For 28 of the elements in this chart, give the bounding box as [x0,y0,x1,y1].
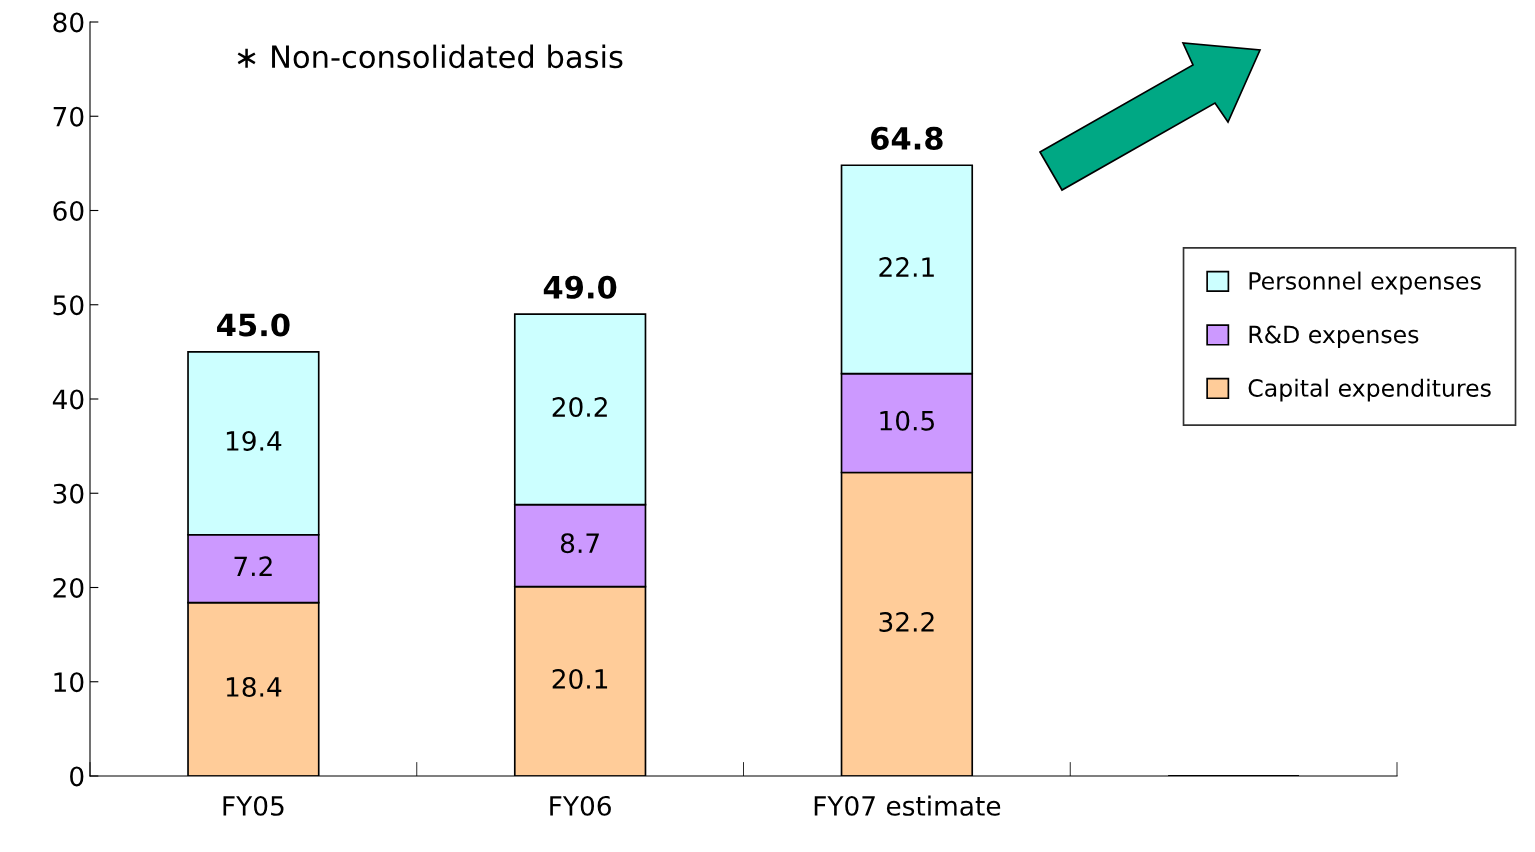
x-tick-label: FY07 estimate [814,795,1001,816]
y-tick-label: 40 [52,389,84,410]
total-label: 45.0 [217,313,290,337]
y-tick-label: 80 [53,12,84,33]
y-tick-label: 10 [54,672,84,693]
data-label: 20.1 [552,668,608,689]
data-label: 7.2 [234,556,272,576]
legend-label: Capital expenditures [1248,378,1491,402]
x-tick-label: FY06 [550,795,611,816]
data-label: 22.1 [879,257,934,277]
y-tick-label: 0 [70,766,84,787]
data-label: 19.4 [226,430,282,451]
total-label: 49.0 [543,275,617,299]
total-label: 64.8 [871,126,943,150]
y-tick-label: 30 [53,483,84,504]
data-label: 20.2 [552,397,607,418]
y-tick-label: 50 [53,295,84,316]
annotation: ∗ Non-consolidated basis [237,44,623,69]
y-tick-label: 60 [53,200,84,221]
data-label: 32.2 [879,611,934,632]
y-tick-label: 20 [53,577,84,598]
data-label: 10.5 [880,410,934,431]
legend-label: R&D expenses [1249,325,1419,348]
data-label: 8.7 [560,533,599,554]
legend-label: Personnel expenses [1249,271,1481,295]
data-label: 18.4 [226,676,282,697]
x-tick-label: FY05 [223,795,284,816]
y-tick-label: 70 [53,106,84,127]
